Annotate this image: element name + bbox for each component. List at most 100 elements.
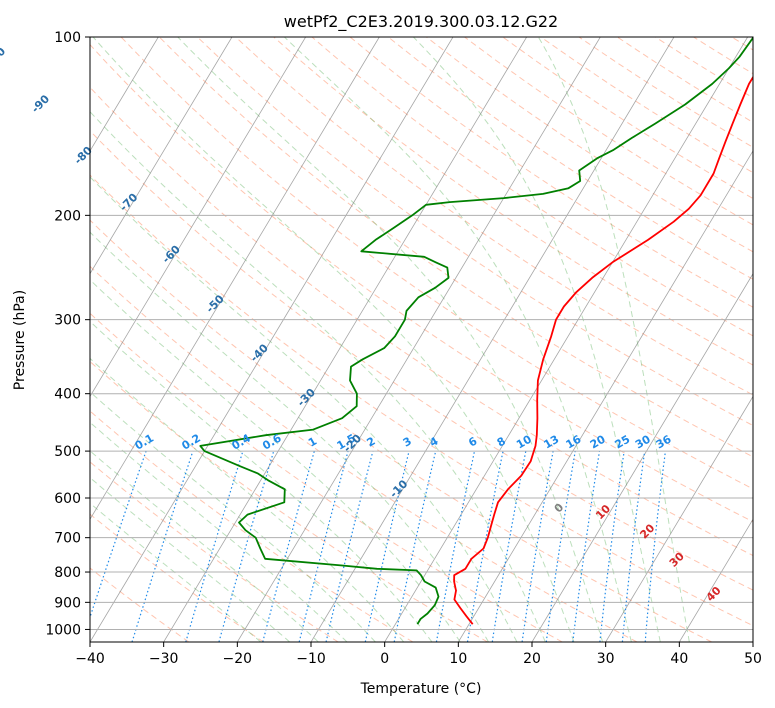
isotherm-label: -80 bbox=[72, 144, 95, 167]
isotherm-line bbox=[90, 37, 233, 275]
isotherm-line bbox=[90, 37, 454, 642]
dry-adiabat-line bbox=[387, 37, 753, 280]
mixing-ratio-label: 4 bbox=[427, 434, 440, 449]
isotherm-line bbox=[90, 37, 307, 398]
x-tick-label: 40 bbox=[670, 651, 688, 667]
mixing-ratio-label: 0.1 bbox=[133, 432, 156, 453]
dry-adiabat-line bbox=[540, 37, 753, 174]
isotherm-label: -30 bbox=[295, 386, 318, 409]
isotherm-line bbox=[310, 37, 675, 642]
moist-adiabat-line bbox=[90, 421, 348, 642]
moist-adiabat-line bbox=[90, 476, 291, 642]
moist-adiabat-line bbox=[284, 37, 632, 642]
x-tick-label: 30 bbox=[597, 651, 615, 667]
moist-adiabat-line bbox=[177, 37, 604, 642]
mixing-ratio-label: 30 bbox=[633, 432, 653, 451]
isotherm-line bbox=[0, 37, 11, 642]
mixing-ratio-line bbox=[621, 451, 646, 642]
pressure-gridlines bbox=[90, 37, 753, 630]
dry-adiabat-line bbox=[158, 37, 753, 458]
mixing-ratio-line bbox=[393, 450, 437, 642]
mixing-ratio-label: 36 bbox=[654, 432, 674, 451]
mixing-ratio-label: 0.4 bbox=[229, 431, 253, 452]
isotherm-line bbox=[163, 37, 528, 642]
mixing-ratio-label: 0.2 bbox=[179, 432, 202, 453]
mixing-ratio-label: 8 bbox=[495, 435, 508, 450]
moist-adiabat-line bbox=[90, 450, 319, 642]
mixing-ratio-line bbox=[131, 450, 194, 642]
y-tick-label: 700 bbox=[54, 531, 81, 547]
mixing-ratio-label: 16 bbox=[564, 432, 584, 451]
y-tick-label: 300 bbox=[54, 313, 81, 329]
dry-adiabat-line bbox=[235, 37, 753, 396]
isotherm-line bbox=[384, 37, 749, 642]
moist-adiabat-line bbox=[537, 37, 690, 642]
y-tick-label: 1000 bbox=[45, 622, 81, 638]
dry-adiabat-label: 30 bbox=[667, 549, 687, 569]
x-tick-label: 0 bbox=[380, 651, 389, 667]
profile-series bbox=[199, 37, 753, 625]
mixing-ratio-line bbox=[325, 450, 374, 642]
mixing-ratio-label: 1 bbox=[306, 435, 319, 450]
isotherm-label: -90 bbox=[29, 92, 52, 115]
x-tick-label: 10 bbox=[449, 651, 467, 667]
isotherm-label: -70 bbox=[117, 190, 140, 213]
x-tick-label: −30 bbox=[149, 651, 179, 667]
isotherm-label: -10 bbox=[387, 477, 410, 500]
moist-adiabat-line bbox=[90, 502, 262, 642]
dry-adiabat-line bbox=[426, 37, 753, 253]
background-lines bbox=[0, 37, 753, 642]
isotherm-line bbox=[457, 150, 753, 642]
mixing-ratio-line bbox=[364, 450, 410, 642]
y-axis: 100 200 300 400 500 600 700 800 900 1000 bbox=[45, 30, 90, 638]
dry-adiabat-label: 40 bbox=[704, 584, 724, 604]
x-tick-label: −10 bbox=[296, 651, 326, 667]
mixing-ratio-line bbox=[572, 451, 601, 642]
x-tick-label: 20 bbox=[523, 651, 541, 667]
isotherm-line bbox=[90, 37, 380, 520]
mixing-ratio-line bbox=[644, 451, 666, 642]
moist-adiabat-line bbox=[90, 279, 461, 642]
x-tick-label: 50 bbox=[744, 651, 762, 667]
moist-adiabat-line bbox=[90, 320, 433, 642]
moist-adiabat-line bbox=[92, 37, 575, 642]
profile-line bbox=[199, 37, 753, 625]
plot-frame bbox=[89, 36, 754, 643]
isotherm-line bbox=[531, 272, 753, 642]
y-tick-label: 100 bbox=[54, 30, 81, 46]
moist-adiabat-line bbox=[90, 391, 376, 642]
isotherm-line bbox=[678, 518, 753, 642]
dry-adiabat-line bbox=[120, 37, 753, 490]
dry-adiabat-line bbox=[90, 265, 638, 642]
mixing-ratio-line bbox=[599, 451, 625, 642]
dry-adiabat-line bbox=[90, 513, 264, 642]
profile-line bbox=[453, 75, 753, 625]
dry-adiabat-line bbox=[90, 360, 488, 642]
isotherm-label: -40 bbox=[248, 341, 271, 364]
moist-adiabat-line bbox=[90, 110, 546, 642]
mixing-ratio-label: 20 bbox=[588, 432, 608, 451]
dry-adiabat-line bbox=[90, 567, 190, 642]
mixing-ratio-line bbox=[218, 450, 275, 642]
isotherm-line bbox=[752, 641, 753, 642]
dry-adiabat-line bbox=[273, 37, 753, 366]
y-tick-label: 400 bbox=[54, 387, 81, 403]
x-tick-label: −40 bbox=[75, 651, 105, 667]
x-tick-label: −20 bbox=[223, 651, 253, 667]
mixing-ratio-line bbox=[521, 450, 554, 642]
mixing-ratio-label: 2 bbox=[365, 435, 378, 450]
y-tick-label: 600 bbox=[54, 491, 81, 507]
mixing-ratio-line bbox=[545, 451, 576, 642]
y-tick-label: 200 bbox=[54, 208, 81, 224]
mixing-ratio-line bbox=[262, 450, 315, 642]
x-axis: −40 −30 −20 −10 0 10 20 30 40 50 bbox=[75, 642, 762, 667]
dry-adiabat-label: 20 bbox=[637, 521, 657, 541]
isotherm-line bbox=[236, 37, 601, 642]
mixing-ratio-label: 0.6 bbox=[260, 431, 284, 452]
dry-adiabat-line bbox=[90, 174, 753, 627]
dry-adiabat-line bbox=[90, 219, 712, 642]
chart-title: wetPf2_C2E3.2019.300.03.12.G22 bbox=[284, 12, 558, 32]
y-axis-label: Pressure (hPa) bbox=[12, 290, 28, 390]
dry-adiabat-label: 0 bbox=[552, 501, 567, 516]
isotherm-line bbox=[605, 395, 753, 642]
